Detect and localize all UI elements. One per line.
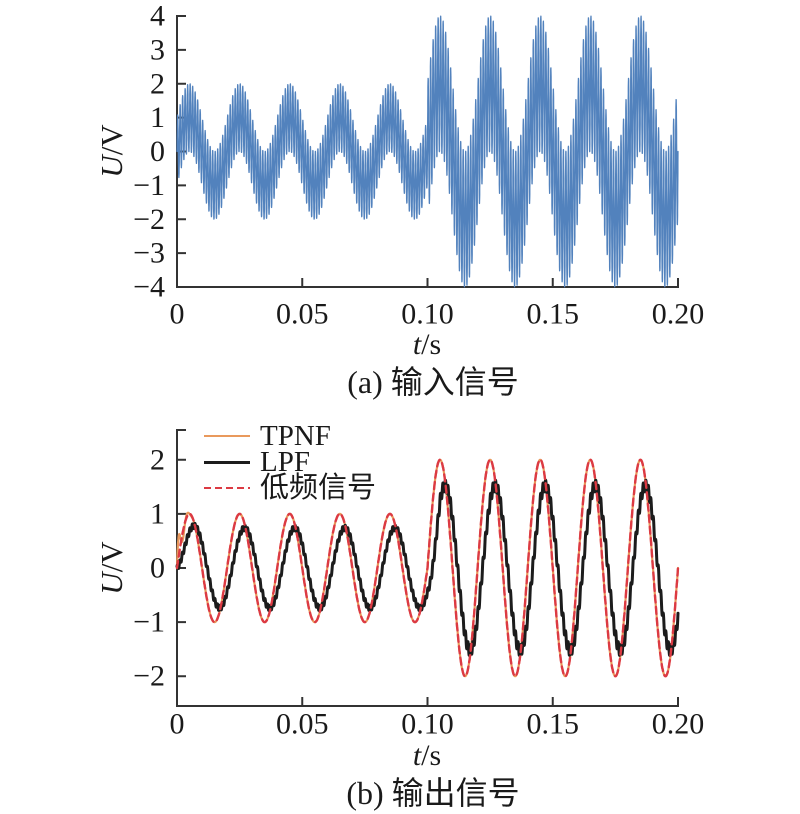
legend-label-lpf: LPF xyxy=(260,446,310,478)
legend: TPNF LPF 低频信号 xyxy=(204,420,377,504)
subplot-b: 0 0.05 0.10 0.15 0.20 2 1 0 −1 −2 xyxy=(133,429,705,741)
y-tick-label: 2 xyxy=(150,443,165,476)
legend-item-tpnf: TPNF xyxy=(204,420,376,452)
series-b-2 xyxy=(175,458,680,678)
y-tick-label: 1 xyxy=(150,497,165,530)
y-tick-label: 4 xyxy=(150,0,165,33)
legend-line-lpf-icon xyxy=(204,460,250,464)
legend-item-lpf: LPF xyxy=(204,446,376,478)
legend-line-tpnf-icon xyxy=(204,434,250,438)
x-tick-label: 0.15 xyxy=(527,298,580,331)
x-tick-label: 0.10 xyxy=(401,298,454,331)
y-tick-label: 0 xyxy=(150,552,165,585)
x-tick-label: 0 xyxy=(170,298,185,331)
x-tick-label: 0.05 xyxy=(276,298,329,331)
legend-label-tpnf: TPNF xyxy=(260,420,331,452)
x-tick-label: 0.20 xyxy=(652,708,705,741)
y-tick-label: −4 xyxy=(133,271,165,304)
y-tick-label: −1 xyxy=(133,606,165,639)
y-axis-label-a: U/V xyxy=(94,124,129,178)
x-axis-label-b: t/s xyxy=(412,739,442,772)
series-a-0 xyxy=(176,15,679,288)
x-tick-label: 0.15 xyxy=(527,708,580,741)
legend-line-lowfreq-icon xyxy=(204,486,250,490)
y-tick-label: −3 xyxy=(133,237,165,270)
y-axis-label-b: U/V xyxy=(94,541,129,595)
legend-item-lowfreq: 低频信号 xyxy=(204,472,377,504)
y-tick-label: −1 xyxy=(133,169,165,202)
x-tick-label: 0.20 xyxy=(652,298,705,331)
x-axis-label-a: t/s xyxy=(412,328,442,361)
y-tick-label: 1 xyxy=(150,101,165,134)
caption-b: (b) 输出信号 xyxy=(346,775,520,811)
legend-label-lowfreq: 低频信号 xyxy=(260,472,377,504)
x-tick-label: 0.10 xyxy=(401,708,454,741)
series-b-1 xyxy=(175,478,680,657)
x-tick-label: 0 xyxy=(170,708,185,741)
caption-a: (a) 输入信号 xyxy=(347,364,519,400)
y-tick-label: 3 xyxy=(150,33,165,66)
y-tick-label: 0 xyxy=(150,135,165,168)
x-tick-label: 0.05 xyxy=(276,708,329,741)
y-tick-label: −2 xyxy=(133,660,165,693)
y-tick-label: 2 xyxy=(150,67,165,100)
y-tick-label: −2 xyxy=(133,203,165,236)
